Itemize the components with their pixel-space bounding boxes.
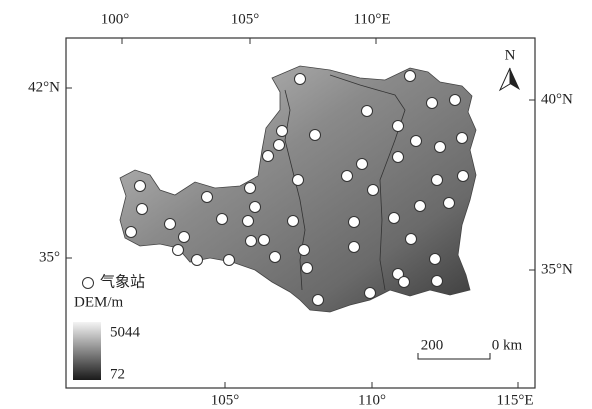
station [202, 192, 213, 203]
station [165, 219, 176, 230]
station [368, 185, 379, 196]
top-tick-label: 100° [101, 11, 130, 27]
left-tick-label: 35° [39, 249, 60, 265]
station [192, 255, 203, 266]
station [299, 245, 310, 256]
station [389, 213, 400, 224]
legend-dem-title: DEM/m [74, 294, 124, 310]
station [362, 106, 373, 117]
station [245, 183, 256, 194]
bottom-tick-label: 105° [211, 392, 240, 408]
station [246, 236, 257, 247]
station [263, 151, 274, 162]
station [288, 216, 299, 227]
station [302, 263, 313, 274]
map-figure: 100° 105° 110°E 105° 110° 115°E 42°N 35°… [0, 0, 592, 409]
legend-dem-min: 72 [110, 366, 125, 382]
station [342, 171, 353, 182]
station [432, 175, 443, 186]
station [432, 276, 443, 287]
station [406, 234, 417, 245]
station [270, 252, 281, 263]
bottom-tick-label: 110° [358, 392, 386, 408]
station [430, 254, 441, 265]
station [365, 288, 376, 299]
station [444, 198, 455, 209]
station [435, 142, 446, 153]
station [250, 202, 261, 213]
station [135, 181, 146, 192]
station [349, 217, 360, 228]
station [295, 74, 306, 85]
station [457, 133, 468, 144]
station [259, 235, 270, 246]
station [399, 277, 410, 288]
right-tick-label: 40°N [541, 91, 573, 107]
station [217, 214, 228, 225]
station [450, 95, 461, 106]
station [274, 140, 285, 151]
legend-dem-max: 5044 [110, 324, 141, 340]
station [458, 171, 469, 182]
station [293, 175, 304, 186]
station [411, 136, 422, 147]
left-tick-label: 42°N [28, 79, 60, 95]
station [137, 204, 148, 215]
top-tick-label: 110°E [353, 11, 390, 27]
station [126, 227, 137, 238]
station [349, 242, 360, 253]
station [179, 232, 190, 243]
station [405, 71, 416, 82]
legend-colorbar [73, 322, 101, 380]
scale-left: 200 [421, 337, 444, 353]
scale-right: 0 km [492, 337, 523, 353]
station [357, 159, 368, 170]
legend-station: 气象站 [100, 273, 145, 290]
station [427, 98, 438, 109]
top-tick-label: 105° [231, 11, 260, 27]
station [393, 121, 404, 132]
station [313, 295, 324, 306]
right-tick-label: 35°N [541, 261, 573, 277]
legend-symbol [83, 278, 94, 289]
station [310, 130, 321, 141]
station [224, 255, 235, 266]
bottom-tick-label: 115°E [496, 392, 533, 408]
station [243, 216, 254, 227]
north-label: N [505, 47, 516, 63]
station [393, 152, 404, 163]
station [277, 126, 288, 137]
station [415, 201, 426, 212]
station [173, 245, 184, 256]
